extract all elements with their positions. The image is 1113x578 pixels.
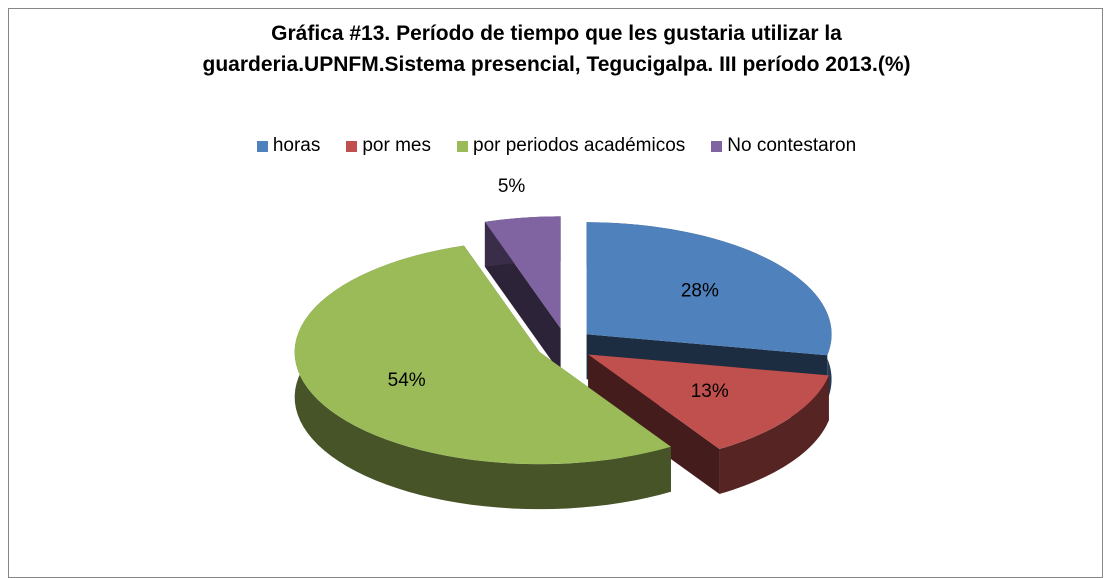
pie-slice: [484, 216, 561, 329]
legend-label: por periodos académicos: [473, 135, 686, 156]
title-box: Gráfica #13. Período de tiempo que les g…: [0, 18, 1113, 80]
legend-label: por mes: [362, 135, 431, 156]
slice-side: [719, 375, 829, 495]
legend-swatch: [457, 140, 468, 152]
slice-side: [294, 245, 671, 510]
legend-label: horas: [272, 135, 321, 156]
legend-swatch: [711, 140, 723, 152]
data-label: 5%: [498, 176, 526, 197]
legend: horas por mes por periodos académicos No co…: [0, 135, 1113, 157]
legend-item: No contestaron: [711, 135, 856, 157]
legend-item: horas: [256, 135, 321, 157]
pie-slice: [294, 245, 671, 465]
data-label: 13%: [691, 381, 729, 402]
data-label: 28%: [681, 280, 719, 301]
slice-wall: [588, 354, 720, 495]
legend-label: No contestaron: [727, 135, 857, 156]
legend-swatch: [256, 140, 268, 152]
legend-swatch: [346, 140, 358, 152]
legend-item: por periodos académicos: [457, 135, 685, 157]
chart-title: Gráfica #13. Período de tiempo que les g…: [202, 22, 911, 76]
pie-slice: [586, 222, 832, 356]
pie-slice: [588, 354, 829, 450]
legend-item: por mes: [346, 135, 431, 157]
data-label: 54%: [388, 370, 426, 391]
pie-tops: [294, 216, 832, 465]
